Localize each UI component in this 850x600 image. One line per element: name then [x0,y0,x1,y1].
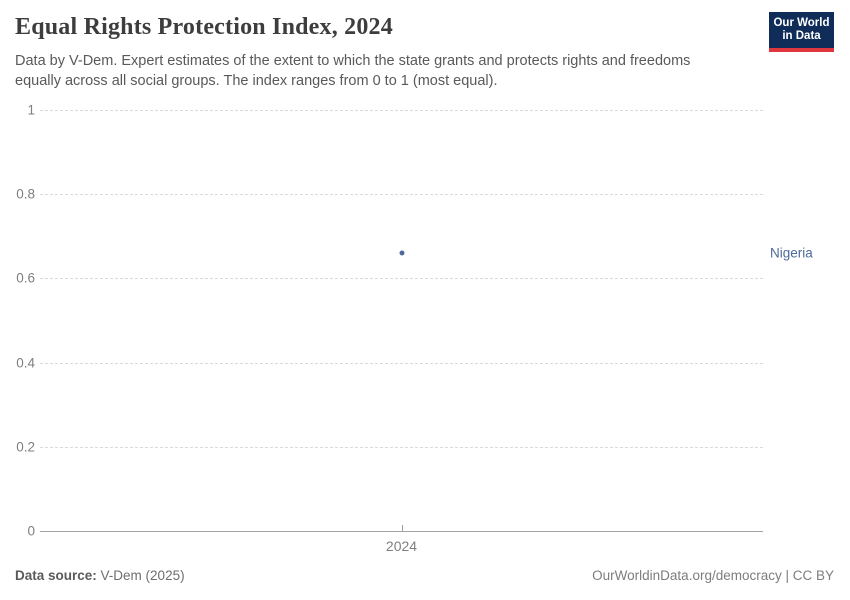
page-title: Equal Rights Protection Index, 2024 [15,14,393,40]
gridline [40,110,763,111]
y-tick-label: 0.4 [16,355,35,371]
x-tick-label: 2024 [385,538,418,554]
y-tick-label: 0.6 [16,270,35,286]
gridline [40,194,763,196]
y-tick-label: 0 [27,523,35,539]
x-tick-mark [401,525,403,531]
owid-logo-line1: Our World [773,16,830,29]
entity-label-nigeria[interactable]: Nigeria [770,245,813,261]
data-source: Data source: V-Dem (2025) [15,568,185,583]
plot-area: 0 0.2 0.4 0.6 0.8 1 2024 Nigeria [16,103,813,555]
data-source-value: V-Dem (2025) [100,568,185,583]
gridline [40,278,763,280]
x-axis-line [40,531,763,532]
gridline [40,362,763,364]
y-tick-label: 0.8 [16,186,35,202]
data-source-label: Data source: [15,568,97,583]
y-tick-label: 1 [27,102,35,118]
data-point-nigeria[interactable] [399,250,404,256]
owid-logo[interactable]: Our World in Data [769,12,834,52]
gridline [40,446,763,448]
chart-subtitle: Data by V-Dem. Expert estimates of the e… [15,53,691,89]
owid-logo-line2: in Data [782,30,821,42]
y-tick-label: 0.2 [16,439,35,455]
credit-link[interactable]: OurWorldinData.org/democracy | CC BY [592,568,834,583]
